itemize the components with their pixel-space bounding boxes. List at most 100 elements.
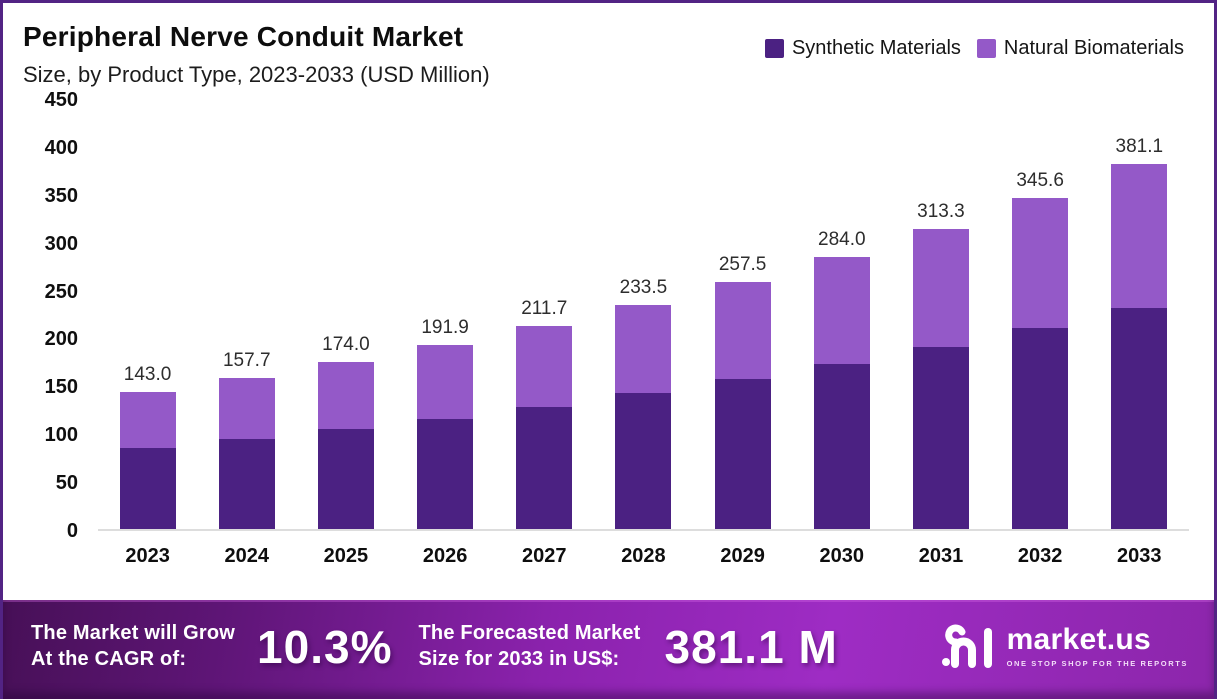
segment-synthetic-materials[interactable] (417, 418, 474, 529)
bar-total-label: 313.3 (917, 200, 965, 222)
segment-synthetic-materials[interactable] (615, 393, 672, 529)
stacked-bar-2026[interactable] (417, 345, 474, 529)
stacked-bar-2028[interactable] (615, 305, 672, 529)
legend-item-natural-biomaterials[interactable]: Natural Biomaterials (976, 37, 1184, 60)
x-axis-label: 2026 (422, 545, 468, 567)
segment-synthetic-materials[interactable] (813, 363, 870, 529)
x-axis-label: 2029 (720, 545, 765, 567)
chart-title: Peripheral Nerve Conduit Market (23, 21, 464, 52)
segment-natural-biomaterials[interactable] (417, 345, 474, 419)
brand-logo[interactable]: market.us ONE STOP SHOP FOR THE REPORTS (941, 624, 1188, 670)
bar-column: 157.7 (218, 350, 275, 529)
segment-natural-biomaterials[interactable] (119, 392, 176, 448)
stacked-bar-2025[interactable] (317, 362, 374, 529)
bar-column: 233.5 (615, 277, 672, 529)
x-axis-label: 2023 (125, 545, 170, 567)
y-tick-label: 400 (44, 136, 78, 159)
forecast-caption: The Forecasted Market Size for 2033 in U… (418, 621, 640, 672)
footer-banner: The Market will Grow At the CAGR of: 10.… (3, 600, 1214, 699)
x-axis-label: 2024 (224, 545, 270, 567)
y-tick-label: 50 (55, 472, 78, 495)
bar-total-label: 345.6 (1016, 170, 1064, 191)
segment-synthetic-materials[interactable] (218, 438, 275, 529)
forecast-caption-line2: Size for 2033 in US$: (418, 647, 620, 670)
brand-tagline: ONE STOP SHOP FOR THE REPORTS (1006, 659, 1188, 668)
plot-section: 450 400 350 300 250 200 150 100 50 0 143.0 157.7 17… (45, 89, 1189, 568)
bar-total-label: 284.0 (818, 229, 866, 251)
y-axis: 450 400 350 300 250 200 150 100 50 0 (8, 89, 78, 542)
segment-natural-biomaterials[interactable] (714, 282, 771, 379)
bar-total-label: 257.5 (718, 254, 767, 276)
legend-label: Synthetic Materials (791, 37, 961, 59)
bar-total-label: 211.7 (521, 298, 568, 320)
chart-header: Peripheral Nerve Conduit Market Size, by… (3, 3, 1214, 88)
bar-total-label: 233.5 (619, 277, 668, 299)
bar-column: 257.5 (714, 254, 771, 529)
legend: Synthetic Materials Natural Biomaterials (764, 37, 1184, 60)
cagr-caption-line1: The Market will Grow (31, 621, 236, 644)
y-tick-label: 350 (44, 184, 78, 207)
forecast-caption-line1: The Forecasted Market (418, 621, 641, 644)
bar-column: 174.0 (317, 334, 374, 529)
segment-synthetic-materials[interactable] (119, 447, 176, 529)
segment-synthetic-materials[interactable] (516, 406, 573, 529)
segment-natural-biomaterials[interactable] (813, 257, 870, 364)
segment-synthetic-materials[interactable] (317, 429, 374, 529)
bar-column: 284.0 (813, 229, 870, 529)
stacked-bar-2023[interactable] (119, 392, 176, 529)
segment-natural-biomaterials[interactable] (615, 305, 672, 394)
y-tick-label: 100 (44, 424, 78, 447)
chart-subtitle: Size, by Product Type, 2023-2033 (USD Mi… (23, 62, 490, 87)
bar-total-label: 174.0 (322, 334, 370, 356)
segment-natural-biomaterials[interactable] (1012, 198, 1069, 328)
bar-column: 381.1 (1111, 136, 1168, 529)
stacked-bar-2030[interactable] (813, 257, 870, 529)
x-axis-label: 2032 (1017, 545, 1063, 567)
cagr-caption: The Market will Grow At the CAGR of: (31, 621, 235, 672)
segment-synthetic-materials[interactable] (1111, 307, 1168, 529)
legend-label: Natural Biomaterials (1003, 37, 1184, 59)
x-axis-label: 2027 (522, 545, 567, 567)
y-tick-label: 200 (44, 328, 78, 351)
segment-synthetic-materials[interactable] (1012, 327, 1069, 529)
brand-name: market.us (1006, 623, 1152, 656)
segment-synthetic-materials[interactable] (714, 378, 771, 529)
bar-column: 313.3 (912, 200, 969, 529)
segment-natural-biomaterials[interactable] (516, 326, 573, 407)
segment-synthetic-materials[interactable] (912, 347, 969, 529)
x-axis-label: 2030 (819, 545, 865, 567)
x-axis-labels: 2023 2024 2025 2026 2027 2028 2029 2030 2031 2032… (98, 545, 1189, 568)
y-tick-label: 150 (44, 376, 78, 399)
bar-total-label: 191.9 (421, 317, 469, 339)
brand-text: market.us ONE STOP SHOP FOR THE REPORTS (1006, 623, 1188, 669)
bars: 143.0 157.7 174.0 191.9 211.7 233.5 257.5 284.0… (98, 100, 1189, 529)
bar-total-label: 143.0 (123, 364, 172, 386)
bar-column: 191.9 (417, 317, 474, 529)
y-tick-label: 300 (44, 232, 78, 255)
segment-natural-biomaterials[interactable] (218, 377, 275, 439)
y-tick-label: 450 (44, 89, 78, 111)
cagr-value: 10.3% (257, 620, 393, 673)
segment-natural-biomaterials[interactable] (912, 228, 969, 348)
segment-natural-biomaterials[interactable] (1111, 164, 1168, 308)
x-axis-label: 2025 (323, 545, 369, 567)
cagr-caption-line2: At the CAGR of: (31, 647, 187, 670)
segment-natural-biomaterials[interactable] (317, 362, 374, 430)
bar-total-label: 381.1 (1115, 136, 1164, 158)
forecast-value: 381.1 M (664, 620, 838, 673)
legend-swatch (976, 39, 996, 58)
stacked-bar-2031[interactable] (912, 228, 969, 529)
stacked-bar-2029[interactable] (714, 282, 771, 529)
stacked-bar-2024[interactable] (218, 377, 275, 529)
legend-item-synthetic-materials[interactable]: Synthetic Materials (764, 37, 961, 60)
stacked-bar-2032[interactable] (1012, 198, 1069, 529)
stacked-bar-2033[interactable] (1111, 164, 1168, 529)
market-us-icon (941, 624, 992, 668)
x-axis-label: 2028 (621, 545, 666, 567)
x-axis-label: 2031 (918, 545, 964, 567)
bar-column: 345.6 (1012, 170, 1069, 529)
x-axis-label: 2033 (1117, 545, 1162, 567)
stacked-bar-2027[interactable] (516, 326, 573, 529)
bar-column: 211.7 (516, 298, 573, 529)
y-tick-label: 250 (44, 280, 78, 303)
